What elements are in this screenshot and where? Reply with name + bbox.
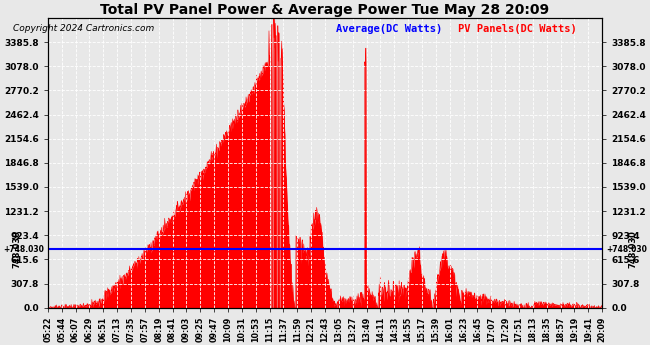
Text: PV Panels(DC Watts): PV Panels(DC Watts) [458, 24, 577, 34]
Text: +748.030: +748.030 [606, 245, 647, 254]
Text: +748.030: +748.030 [3, 245, 44, 254]
Title: Total PV Panel Power & Average Power Tue May 28 20:09: Total PV Panel Power & Average Power Tue… [101, 3, 549, 17]
Text: Copyright 2024 Cartronics.com: Copyright 2024 Cartronics.com [13, 24, 154, 33]
Text: 748.030: 748.030 [628, 230, 637, 268]
Text: 748.030: 748.030 [13, 230, 22, 268]
Text: Average(DC Watts): Average(DC Watts) [336, 24, 455, 34]
